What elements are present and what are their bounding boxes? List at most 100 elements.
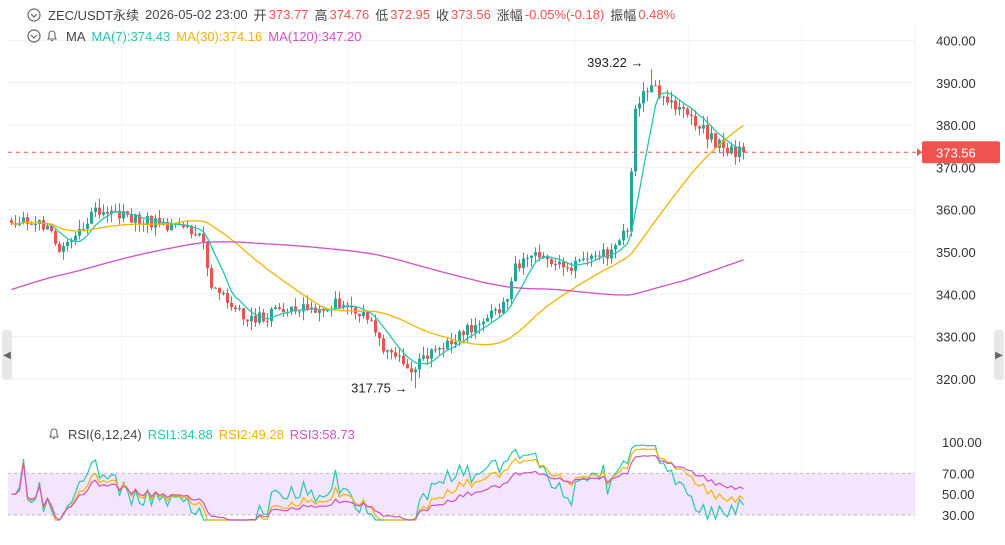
candle-body (514, 263, 517, 282)
candle-body (674, 100, 677, 110)
candle-body (390, 350, 393, 353)
candle-body (82, 228, 85, 230)
candle-body (494, 309, 497, 311)
candle-body (362, 312, 365, 317)
candle-body (106, 212, 109, 214)
candle-body (566, 267, 569, 269)
candle-body (710, 133, 713, 140)
candle-body (374, 320, 377, 333)
high-value: 374.76 (329, 7, 370, 22)
candle-body (646, 91, 649, 93)
candle-body (74, 235, 77, 241)
candle-body (678, 106, 681, 110)
candle-body (30, 223, 33, 225)
price-tick-label: 350.00 (936, 245, 976, 260)
candle-body (642, 91, 645, 104)
candle-body (186, 225, 189, 228)
candle-body (426, 355, 429, 359)
candle-body (466, 324, 469, 336)
candle-body (202, 233, 205, 243)
candle-body (50, 225, 53, 232)
candle-body (662, 96, 665, 98)
close-label: 收 (436, 8, 450, 23)
last-price-tag-pointer (917, 148, 922, 157)
candle-body (706, 125, 709, 140)
candle-body (318, 310, 321, 313)
candle-body (630, 171, 633, 232)
open-label: 开 (253, 8, 267, 23)
bell-icon[interactable] (46, 426, 62, 442)
candle-body (470, 324, 473, 333)
candle-body (434, 349, 437, 351)
candle-body (170, 223, 173, 231)
candle-body (102, 212, 105, 215)
candle-body (10, 220, 13, 224)
candle-body (46, 225, 49, 230)
candle-body (622, 230, 625, 241)
candle-body (498, 309, 501, 314)
candle-body (610, 249, 613, 259)
candle-body (578, 259, 581, 261)
price-tick-label: 370.00 (936, 160, 976, 175)
candle-body (98, 207, 101, 215)
candle-body (722, 139, 725, 148)
low-annotation: 317.75 → (351, 380, 407, 395)
candle-body (422, 355, 425, 359)
candle-body (570, 267, 573, 271)
candle-body (218, 287, 221, 294)
candle-body (370, 319, 373, 321)
candle-body (62, 246, 65, 252)
collapse-icon[interactable] (26, 28, 42, 44)
candle-body (526, 257, 529, 259)
rsi1-line (11, 444, 744, 522)
candle-body (478, 324, 481, 326)
collapse-icon[interactable] (26, 7, 42, 23)
candle-body (554, 264, 557, 266)
candle-body (594, 255, 597, 257)
candle-body (606, 249, 609, 259)
ohlc-header: ZEC/USDT永续 2026-05-02 23:00 开 373.77 高 3… (26, 5, 681, 24)
scroll-right-button[interactable]: ▶ (994, 330, 1004, 380)
candle-body (670, 100, 673, 103)
rsi3-value: RSI3:58.73 (289, 426, 355, 442)
candle-body (346, 304, 349, 306)
candle-body (86, 223, 89, 229)
candle-body (122, 211, 125, 219)
rsi-title: RSI(6,12,24) (68, 426, 142, 442)
price-tick-label: 390.00 (936, 76, 976, 91)
candle-body (150, 215, 153, 228)
ma120-line (11, 241, 744, 296)
candle-body (366, 312, 369, 320)
candle-body (402, 355, 405, 365)
scroll-left-button[interactable]: ◀ (2, 330, 12, 380)
candle-body (658, 85, 661, 98)
candle-body (398, 355, 401, 357)
change-label: 涨幅 (496, 8, 523, 23)
candle-body (446, 340, 449, 349)
candle-body (214, 287, 217, 289)
candle-body (686, 108, 689, 115)
candle-body (602, 249, 605, 257)
candle-body (638, 103, 641, 109)
candle-body (654, 85, 657, 87)
bell-icon[interactable] (44, 28, 60, 44)
candle-body (146, 215, 149, 225)
high-label: 高 (314, 8, 328, 23)
candle-body (314, 307, 317, 313)
symbol-label: ZEC/USDT永续 (48, 8, 140, 23)
candle-body (454, 341, 457, 345)
candle-body (306, 304, 309, 310)
candle-body (442, 348, 445, 350)
ma30-line (11, 124, 744, 346)
chevron-left-icon: ◀ (3, 349, 11, 361)
candle-body (598, 255, 601, 257)
candle-body (378, 332, 381, 339)
candle-body (154, 218, 157, 228)
ma7-value: MA(7):374.43 (91, 28, 171, 44)
last-price-value: 373.56 (936, 145, 976, 160)
candle-body (726, 147, 729, 154)
change-value: -0.05%(-0.18) (524, 7, 605, 22)
candle-body (338, 298, 341, 308)
candle-body (230, 302, 233, 308)
